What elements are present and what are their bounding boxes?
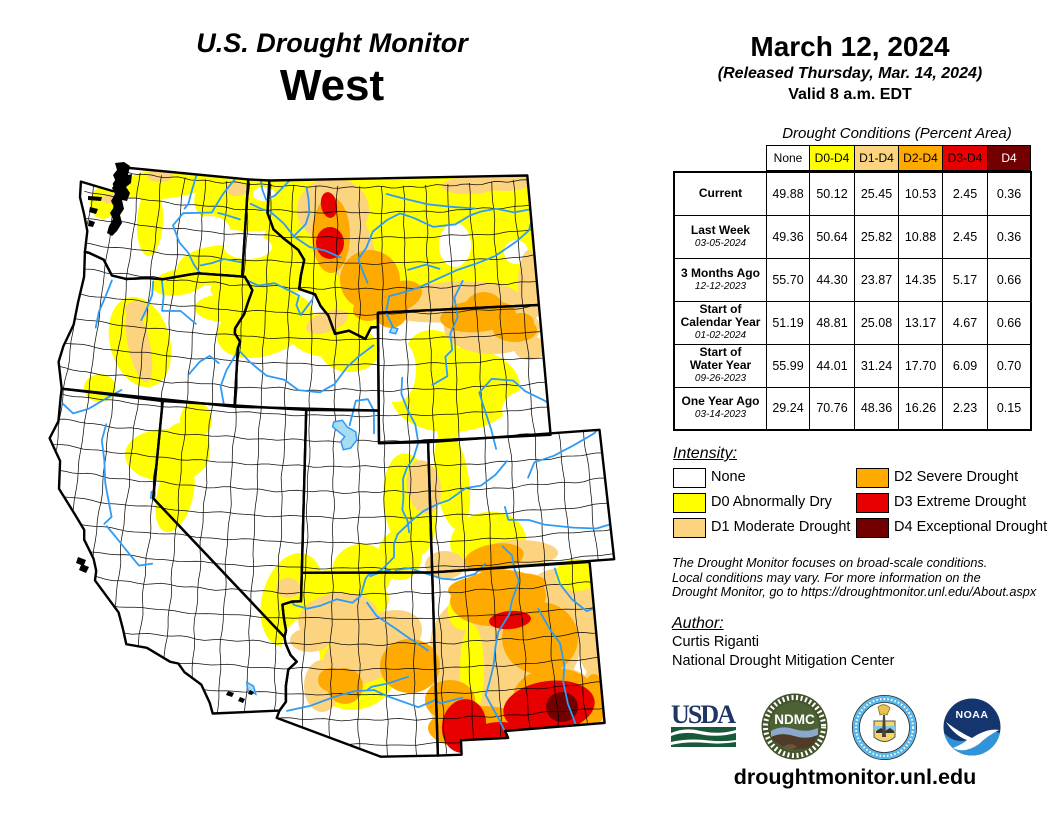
svg-text:NDMC: NDMC	[774, 712, 815, 727]
svg-text:USDA: USDA	[671, 702, 736, 729]
svg-text:NOAA: NOAA	[956, 709, 989, 721]
